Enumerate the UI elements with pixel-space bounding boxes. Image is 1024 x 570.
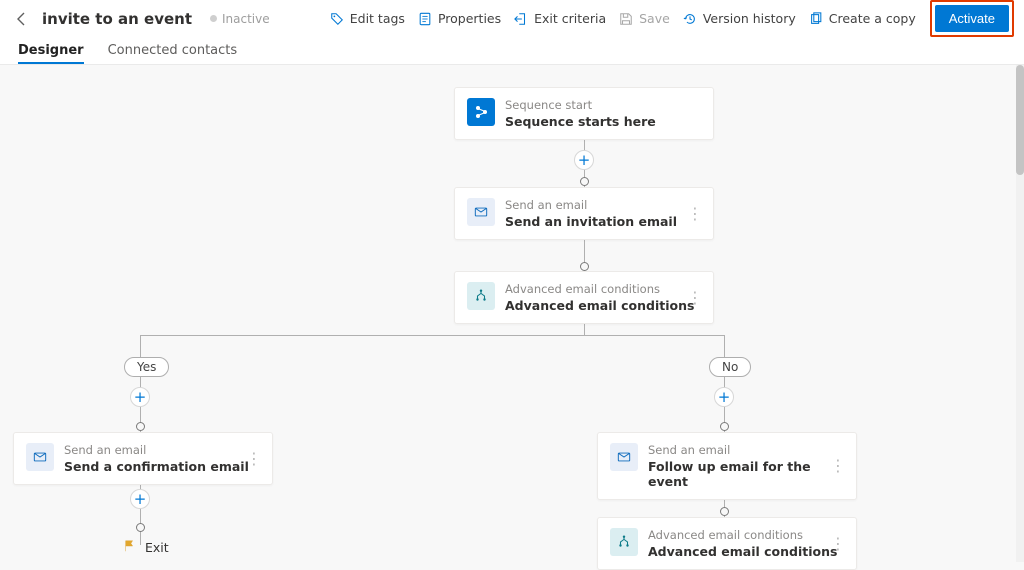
- activate-highlight: Activate: [930, 0, 1014, 37]
- copy-icon: [808, 11, 824, 27]
- conditions-icon: [610, 528, 638, 556]
- connector-dot: [720, 507, 729, 516]
- node-advanced-conditions[interactable]: Advanced email conditions Advanced email…: [454, 271, 714, 324]
- scrollbar[interactable]: [1016, 65, 1024, 562]
- tab-connected-contacts[interactable]: Connected contacts: [108, 43, 238, 64]
- create-copy-label: Create a copy: [829, 11, 916, 26]
- version-history-button[interactable]: Version history: [682, 11, 796, 27]
- status-dot-icon: [210, 15, 217, 22]
- edit-tags-button[interactable]: Edit tags: [329, 11, 405, 27]
- connector-dot: [580, 262, 589, 271]
- email-icon: [26, 443, 54, 471]
- node-more-icon[interactable]: ⋮: [246, 457, 262, 461]
- scrollbar-thumb[interactable]: [1016, 65, 1024, 175]
- node-more-icon[interactable]: ⋮: [687, 296, 703, 300]
- status-badge: Inactive: [210, 12, 270, 26]
- connector-dot: [136, 523, 145, 532]
- save-button: Save: [618, 11, 670, 27]
- save-icon: [618, 11, 634, 27]
- node-followup-email[interactable]: Send an email Follow up email for the ev…: [597, 432, 857, 500]
- connector-dot: [136, 422, 145, 431]
- tab-designer[interactable]: Designer: [18, 43, 84, 64]
- node-title: Advanced email conditions: [648, 544, 837, 559]
- node-subtitle: Advanced email conditions: [505, 282, 694, 296]
- flow-canvas[interactable]: Sequence start Sequence starts here + Se…: [0, 65, 1024, 562]
- page-header: invite to an event Inactive Edit tags Pr…: [0, 0, 1024, 65]
- node-title: Follow up email for the event: [648, 459, 844, 489]
- save-label: Save: [639, 11, 670, 26]
- exit-node[interactable]: Exit: [123, 539, 169, 556]
- exit-label: Exit: [145, 540, 169, 555]
- node-subtitle: Send an email: [505, 198, 677, 212]
- tag-icon: [329, 11, 345, 27]
- version-history-label: Version history: [703, 11, 796, 26]
- email-icon: [610, 443, 638, 471]
- node-title: Advanced email conditions: [505, 298, 694, 313]
- edge-line: [724, 335, 725, 432]
- node-send-invitation-email[interactable]: Send an email Send an invitation email ⋮: [454, 187, 714, 240]
- exit-criteria-label: Exit criteria: [534, 11, 606, 26]
- tab-bar: Designer Connected contacts: [0, 37, 1024, 64]
- node-subtitle: Send an email: [648, 443, 844, 457]
- node-subtitle: Advanced email conditions: [648, 528, 837, 542]
- exit-criteria-button[interactable]: Exit criteria: [513, 11, 606, 27]
- node-title: Sequence starts here: [505, 114, 656, 129]
- create-copy-button[interactable]: Create a copy: [808, 11, 916, 27]
- properties-icon: [417, 11, 433, 27]
- node-sequence-start[interactable]: Sequence start Sequence starts here: [454, 87, 714, 140]
- properties-button[interactable]: Properties: [417, 11, 501, 27]
- back-arrow-icon[interactable]: [10, 7, 34, 31]
- connector-dot: [580, 177, 589, 186]
- node-subtitle: Send an email: [64, 443, 249, 457]
- properties-label: Properties: [438, 11, 501, 26]
- add-step-button[interactable]: +: [574, 150, 594, 170]
- node-title: Send a confirmation email: [64, 459, 249, 474]
- node-subtitle: Sequence start: [505, 98, 656, 112]
- node-title: Send an invitation email: [505, 214, 677, 229]
- page-title: invite to an event: [42, 10, 192, 28]
- email-icon: [467, 198, 495, 226]
- add-step-button[interactable]: +: [714, 387, 734, 407]
- node-advanced-conditions-2[interactable]: Advanced email conditions Advanced email…: [597, 517, 857, 570]
- header-toolbar: Edit tags Properties Exit criteria Save: [329, 0, 1014, 37]
- connector-dot: [720, 422, 729, 431]
- branch-label-yes: Yes: [124, 357, 169, 377]
- edge-line: [140, 335, 141, 432]
- add-step-button[interactable]: +: [130, 489, 150, 509]
- header-top-row: invite to an event Inactive Edit tags Pr…: [0, 0, 1024, 37]
- node-more-icon[interactable]: ⋮: [687, 212, 703, 216]
- node-confirmation-email[interactable]: Send an email Send a confirmation email …: [13, 432, 273, 485]
- status-label: Inactive: [222, 12, 270, 26]
- branch-label-no: No: [709, 357, 751, 377]
- node-more-icon[interactable]: ⋮: [830, 464, 846, 468]
- add-step-button[interactable]: +: [130, 387, 150, 407]
- flag-icon: [123, 539, 137, 556]
- edge-line: [140, 335, 724, 336]
- activate-button[interactable]: Activate: [935, 5, 1009, 32]
- exit-icon: [513, 11, 529, 27]
- node-more-icon[interactable]: ⋮: [830, 542, 846, 546]
- sequence-start-icon: [467, 98, 495, 126]
- history-icon: [682, 11, 698, 27]
- edit-tags-label: Edit tags: [350, 11, 405, 26]
- conditions-icon: [467, 282, 495, 310]
